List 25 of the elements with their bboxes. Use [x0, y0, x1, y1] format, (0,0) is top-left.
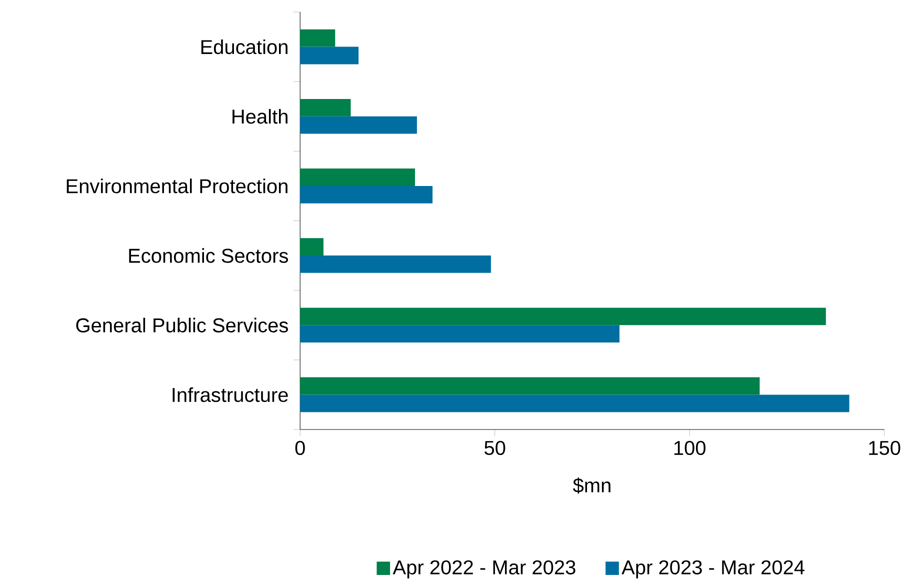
bar	[300, 238, 324, 256]
bar	[300, 168, 415, 186]
y-tick-label: Environmental Protection	[66, 178, 288, 194]
bar	[300, 325, 620, 343]
x-tick-label: 0	[295, 440, 305, 456]
y-tick-label: Health	[232, 109, 288, 124]
y-tick-label: Economic Sectors	[129, 248, 288, 263]
bar	[300, 99, 351, 116]
x-tick-label: 100	[674, 440, 706, 456]
y-tick-label: Infrastructure	[172, 387, 288, 402]
bar	[300, 394, 850, 412]
bar	[300, 377, 760, 395]
legend-label: Apr 2023 - Mar 2024	[622, 560, 804, 578]
bar	[300, 29, 336, 47]
bar	[300, 186, 433, 204]
bar	[300, 116, 417, 134]
x-tick-label: 50	[484, 440, 506, 456]
x-axis-title: $mn	[572, 478, 610, 494]
y-tick-label: General Public Services	[76, 318, 288, 333]
x-tick-label: 150	[869, 440, 900, 456]
bar	[300, 256, 491, 273]
legend-label: Apr 2022 - Mar 2023	[392, 560, 576, 578]
y-tick-label: Education	[201, 40, 288, 54]
bar	[300, 308, 826, 326]
bar	[300, 46, 359, 64]
